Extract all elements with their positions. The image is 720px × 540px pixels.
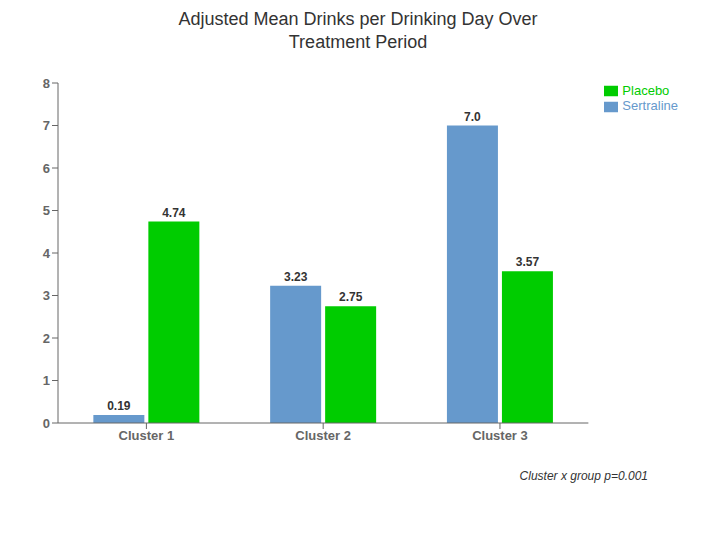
- html-text:Placebo: Placebo: [622, 82, 670, 98]
- svg-text:3.23: 3.23: [284, 270, 308, 284]
- svg-text:4.74: 4.74: [162, 205, 186, 219]
- svg-text:Cluster 3: Cluster 3: [472, 428, 528, 443]
- svg-text:4: 4: [43, 245, 51, 260]
- svg-text:0: 0: [43, 415, 50, 430]
- html-text:Sertraline: Sertraline: [622, 98, 678, 114]
- svg-text:Cluster 2: Cluster 2: [295, 428, 351, 443]
- svg-text:2.75: 2.75: [339, 290, 363, 304]
- svg-text:3.57: 3.57: [516, 255, 540, 269]
- svg-text:2: 2: [43, 330, 50, 345]
- svg-text:5: 5: [43, 203, 50, 218]
- html-text:Adjusted Mean Drinks per Drink: Adjusted Mean Drinks per Drinking Day Ov…: [178, 9, 538, 53]
- svg-text:7.0: 7.0: [464, 109, 481, 123]
- svg-text:8: 8: [43, 75, 50, 90]
- svg-text:Cluster 1: Cluster 1: [119, 428, 175, 443]
- svg-text:6: 6: [43, 160, 50, 175]
- html-text:Cluster x group p=0.001: Cluster x group p=0.001: [519, 468, 648, 483]
- svg-text:0.19: 0.19: [107, 399, 131, 413]
- svg-text:3: 3: [43, 288, 50, 303]
- svg-text:7: 7: [43, 118, 50, 133]
- svg-text:1: 1: [43, 373, 50, 388]
